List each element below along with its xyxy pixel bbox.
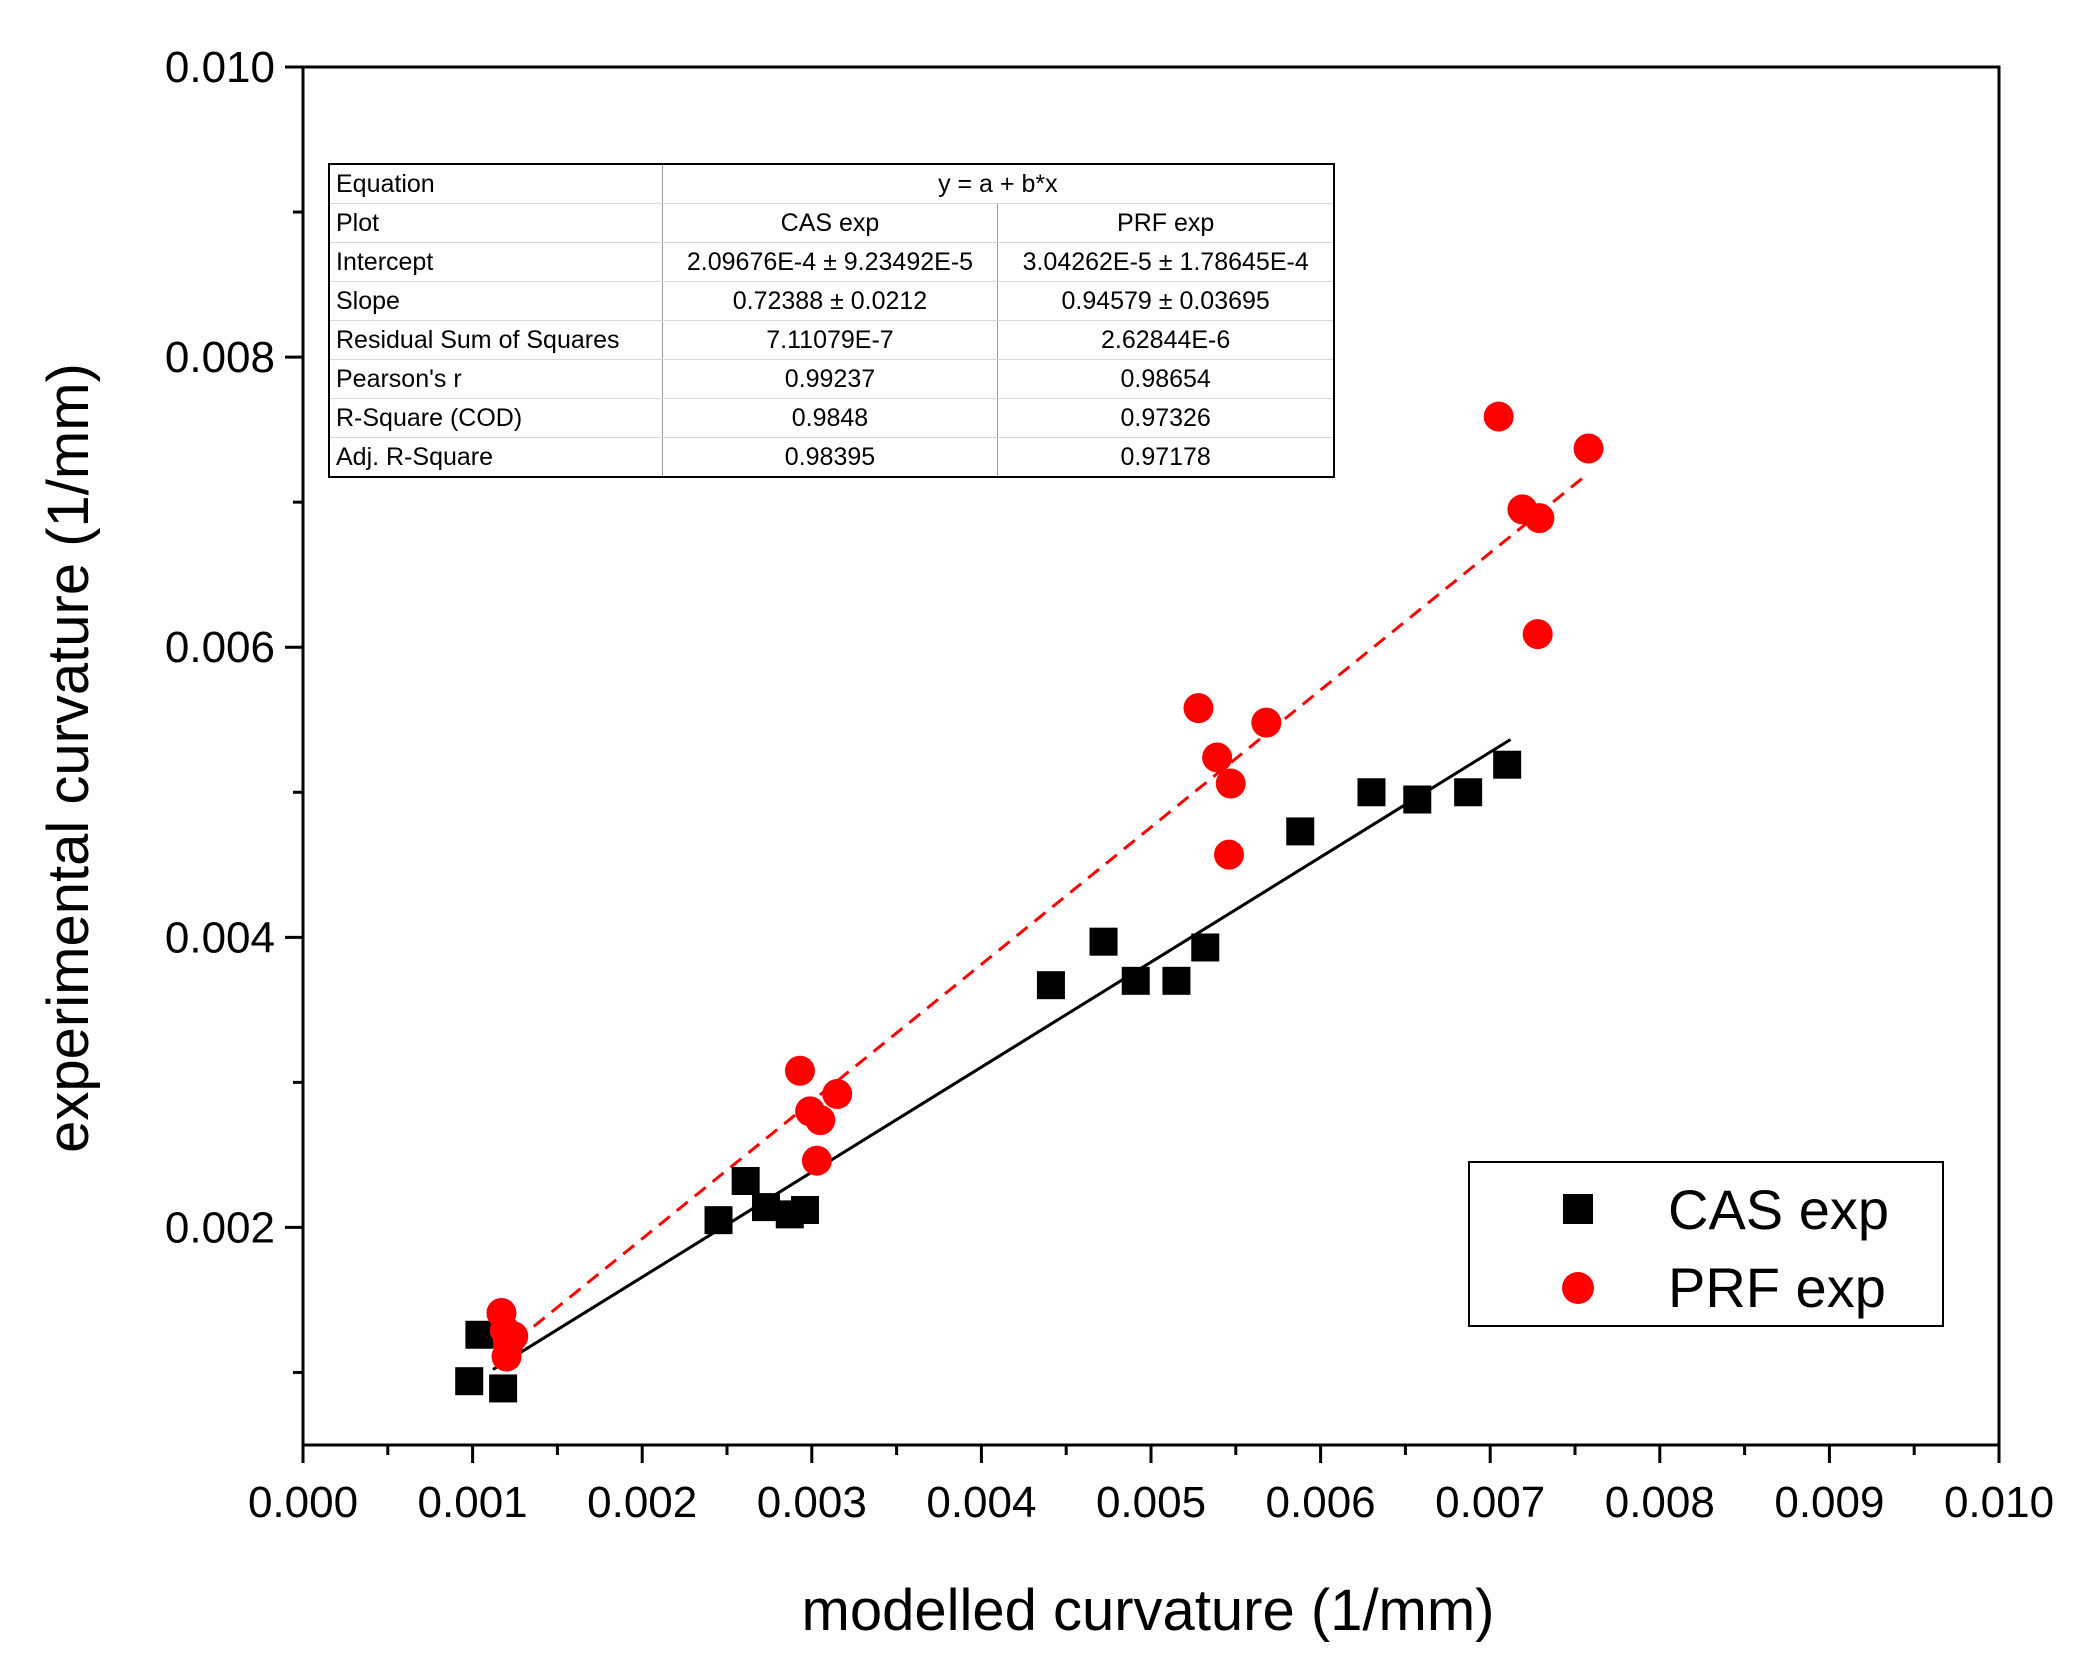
prf-value: 0.97178 <box>1120 442 1211 471</box>
cas-fit-line <box>492 738 1512 1371</box>
cas-data-point <box>1121 966 1150 995</box>
x-tick-label: 0.008 <box>1605 1478 1715 1527</box>
prf-value: 0.97326 <box>997 398 1334 438</box>
prf-data-point <box>1573 433 1604 464</box>
fit-statistics-table: Equation y = a + b*x Plot CAS exp PRF ex… <box>328 163 1335 478</box>
y-axis-label: experimental curvature (1/mm) <box>36 363 101 1153</box>
x-tick-label: 0.010 <box>1944 1478 2054 1527</box>
table-row: Intercept 2.09676E-4 ± 9.23492E-5 3.0426… <box>329 242 1334 282</box>
legend-label-prf: PRF exp <box>1668 1256 1886 1319</box>
row-label: R-Square (COD) <box>329 398 663 438</box>
row-label: Plot <box>329 203 663 243</box>
cas-data-point <box>489 1374 518 1403</box>
x-tick-label: 0.004 <box>926 1478 1036 1527</box>
x-tick-label: 0.005 <box>1096 1478 1206 1527</box>
table-header-label: Equation <box>329 164 663 204</box>
table-row: R-Square (COD) 0.9848 0.97326 <box>329 398 1334 438</box>
prf-data-point <box>1214 839 1245 870</box>
row-label: Adj. R-Square <box>329 437 663 477</box>
prf-value: PRF exp <box>997 203 1334 243</box>
cas-data-point <box>1403 785 1432 814</box>
prf-data-point <box>1483 401 1514 432</box>
x-tick-label: 0.006 <box>1266 1478 1376 1527</box>
prf-data-point <box>801 1145 832 1176</box>
equation-cell: y = a + b*x <box>662 164 1334 204</box>
x-tick-label: 0.002 <box>587 1478 697 1527</box>
x-axis-label: modelled curvature (1/mm) <box>802 1578 1495 1643</box>
cas-data-point <box>1089 927 1118 956</box>
y-tick-label: 0.006 <box>165 623 275 672</box>
y-tick-label: 0.010 <box>165 43 275 92</box>
prf-data-point <box>1251 707 1282 738</box>
cas-data-point <box>1191 933 1220 962</box>
prf-data-point <box>1524 503 1555 534</box>
cas-value: 2.09676E-4 ± 9.23492E-5 <box>662 242 999 282</box>
cas-data-point <box>1357 778 1386 807</box>
prf-data-point <box>1215 768 1246 799</box>
legend-marker-prf <box>1562 1272 1594 1304</box>
prf-value: 3.04262E-5 ± 1.78645E-4 <box>997 242 1334 282</box>
table-row: Plot CAS exp PRF exp <box>329 203 1334 243</box>
cas-value: 0.99237 <box>662 359 999 399</box>
cas-data-point <box>465 1320 494 1349</box>
row-label: Slope <box>329 281 663 321</box>
cas-data-point <box>1493 750 1522 779</box>
legend-box <box>1468 1161 1944 1327</box>
row-label: Intercept <box>329 242 663 282</box>
x-tick-label: 0.007 <box>1435 1478 1545 1527</box>
x-tick-label: 0.000 <box>248 1478 358 1527</box>
y-tick-label: 0.004 <box>165 913 275 962</box>
x-tick-label: 0.009 <box>1774 1478 1884 1527</box>
prf-data-point <box>805 1105 836 1136</box>
row-label: Pearson's r <box>329 359 663 399</box>
table-row: Pearson's r 0.99237 0.98654 <box>329 359 1334 399</box>
x-tick-label: 0.003 <box>757 1478 867 1527</box>
prf-value: 0.94579 ± 0.03695 <box>997 281 1334 321</box>
cas-value: 0.9848 <box>662 398 999 438</box>
y-axis: 0.002 0.004 0.006 0.008 0.010 <box>165 43 303 1374</box>
prf-data-point <box>491 1341 522 1372</box>
cas-data-point <box>1162 966 1191 995</box>
y-tick-label: 0.008 <box>165 333 275 382</box>
prf-fit-line <box>497 472 1590 1357</box>
prf-data-point <box>822 1078 853 1109</box>
cas-value: 7.11079E-7 <box>662 320 999 360</box>
legend-label-cas: CAS exp <box>1668 1178 1889 1241</box>
prf-value: 2.62844E-6 <box>997 320 1334 360</box>
x-tick-label: 0.001 <box>418 1478 528 1527</box>
cas-data-point <box>704 1206 733 1235</box>
row-label: Residual Sum of Squares <box>329 320 663 360</box>
prf-data-point <box>1202 742 1233 773</box>
legend-marker-cas <box>1563 1194 1593 1224</box>
table-row: Slope 0.72388 ± 0.0212 0.94579 ± 0.03695 <box>329 281 1334 321</box>
cas-data-point <box>731 1167 760 1196</box>
prf-data-point <box>784 1055 815 1086</box>
prf-data-point <box>1522 619 1553 650</box>
y-tick-label: 0.002 <box>165 1203 275 1252</box>
cas-value: CAS exp <box>662 203 999 243</box>
cas-data-point <box>791 1196 820 1225</box>
prf-value: 0.98654 <box>997 359 1334 399</box>
cas-data-point <box>1454 778 1483 807</box>
markers <box>455 401 1604 1403</box>
cas-data-point <box>752 1193 781 1222</box>
cas-data-point <box>455 1367 484 1396</box>
cas-data-point <box>1286 817 1315 846</box>
table-row: Residual Sum of Squares 7.11079E-7 2.628… <box>329 320 1334 360</box>
fit-lines <box>492 472 1590 1371</box>
cas-value: 0.72388 ± 0.0212 <box>662 281 999 321</box>
x-axis: 0.000 0.001 0.002 0.003 0.004 0.005 0.006 0.007… <box>248 1445 2054 1527</box>
cas-data-point <box>1036 971 1065 1000</box>
prf-data-point <box>1183 693 1214 724</box>
legend: CAS exp PRF exp <box>1468 1161 1944 1327</box>
cas-value: 0.98395 <box>662 437 999 477</box>
table-row: Adj. R-Square 0.98395 0.97178 <box>329 437 1334 477</box>
table-row: Equation y = a + b*x <box>329 164 1334 204</box>
